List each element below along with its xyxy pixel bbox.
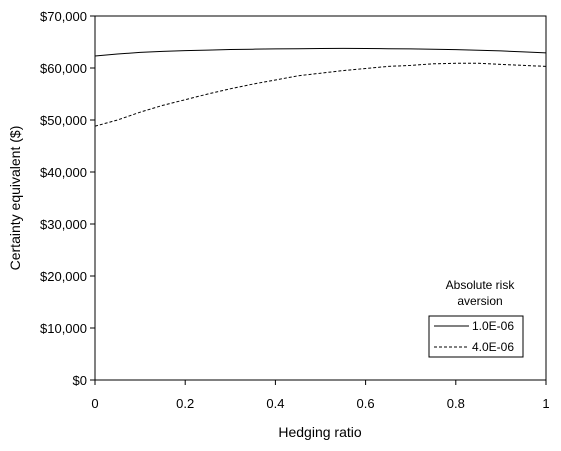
y-tick-label: $20,000 bbox=[40, 269, 87, 284]
x-axis-ticks: 0 0.2 0.4 0.6 0.8 1 bbox=[91, 380, 550, 411]
x-tick-label: 0.2 bbox=[176, 396, 194, 411]
y-tick-label: $50,000 bbox=[40, 113, 87, 128]
legend: Absolute risk aversion 1.0E-06 4.0E-06 bbox=[428, 278, 524, 358]
x-tick-label: 0 bbox=[91, 396, 98, 411]
legend-box bbox=[428, 315, 524, 358]
x-tick-label: 1 bbox=[542, 396, 549, 411]
y-tick-label: $60,000 bbox=[40, 61, 87, 76]
series-layer bbox=[94, 47, 547, 127]
legend-label-series-1: 1.0E-06 bbox=[472, 319, 514, 333]
series-line-1 bbox=[94, 47, 547, 57]
y-tick-label: $30,000 bbox=[40, 217, 87, 232]
x-tick-label: 0.8 bbox=[447, 396, 465, 411]
y-tick-label: $0 bbox=[73, 373, 87, 388]
x-tick-label: 0.4 bbox=[266, 396, 284, 411]
x-tick-label: 0.6 bbox=[357, 396, 375, 411]
legend-label-series-2: 4.0E-06 bbox=[472, 340, 514, 354]
legend-title-line1: Absolute risk bbox=[446, 278, 516, 292]
series-line-2 bbox=[94, 62, 547, 127]
y-tick-label: $40,000 bbox=[40, 165, 87, 180]
x-axis-label: Hedging ratio bbox=[278, 424, 361, 440]
legend-title-line2: aversion bbox=[457, 294, 502, 308]
y-axis-ticks: $0 $10,000 $20,000 $30,000 $40,000 $50,000 $60… bbox=[40, 9, 95, 388]
y-axis-label: Certainty equivalent ($) bbox=[7, 126, 23, 271]
y-tick-label: $70,000 bbox=[40, 9, 87, 24]
y-tick-label: $10,000 bbox=[40, 321, 87, 336]
